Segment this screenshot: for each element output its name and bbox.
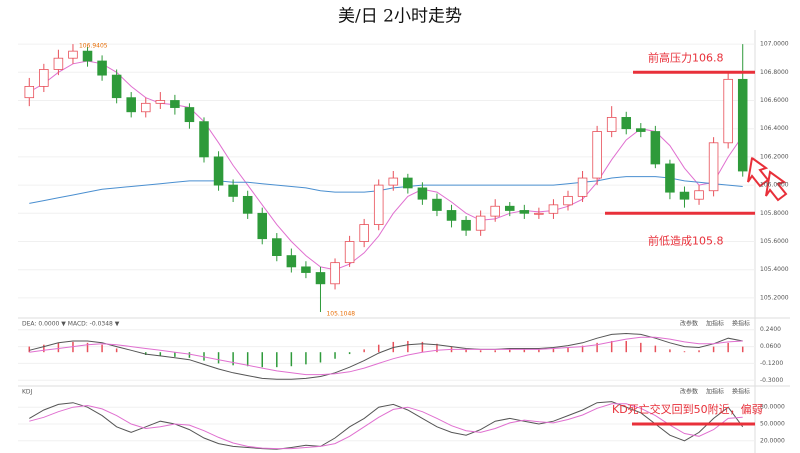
candle-body (272, 238, 282, 256)
candle-body (403, 177, 413, 189)
y-tick-label: 105.4000 (760, 266, 789, 273)
candle-body (301, 266, 311, 273)
candle-body (39, 69, 49, 87)
candle-body (432, 198, 442, 211)
y-tick-label: 105.8000 (760, 210, 789, 217)
k-line (29, 401, 744, 450)
candle-body (621, 117, 632, 130)
candle-body (563, 195, 573, 206)
candle-body (359, 224, 369, 242)
y-tick-label: 20.0000 (760, 437, 785, 444)
candle-body (708, 142, 719, 192)
dea-line (29, 336, 743, 376)
candle-body (126, 97, 136, 113)
candle-body (315, 272, 326, 285)
panel-header: DEA: 0.0000 ▼ MACD: -0.0348 ▼ (22, 321, 120, 328)
candle-body (199, 121, 209, 158)
candle-body (446, 210, 457, 221)
arrow (765, 170, 788, 202)
panel-button[interactable]: 换指标 (732, 320, 750, 328)
candle-body (417, 187, 428, 200)
arrow (747, 156, 770, 188)
level-label: 前高压力106.8 (648, 50, 724, 64)
d-line (29, 403, 743, 450)
y-tick-label: 80.0000 (760, 404, 785, 411)
y-tick-label: 105.2000 (760, 294, 789, 301)
panel-button[interactable]: 改参数 (680, 388, 698, 396)
candle-body (475, 215, 486, 231)
candle-body (490, 205, 500, 217)
candle-body (82, 50, 93, 62)
candle-body (592, 131, 602, 179)
candle-body (665, 163, 675, 193)
candle-body (519, 210, 530, 214)
panel-button[interactable]: 改参数 (680, 320, 698, 328)
panel-header: KDJ (22, 389, 33, 396)
candle-body (388, 177, 399, 186)
y-tick-label: 106.2000 (760, 153, 789, 160)
y-tick-label: 0.0600 (760, 343, 781, 350)
high-label: 106.9405 (79, 43, 108, 50)
level-label: 前低造成105.8 (648, 233, 724, 247)
candle-body (140, 102, 151, 113)
moving-average (29, 60, 744, 271)
candle-body (694, 190, 704, 200)
candle-body (534, 212, 544, 215)
panel-button[interactable]: 加指标 (706, 320, 724, 328)
candle-body (650, 131, 661, 165)
y-tick-label: -0.1200 (760, 360, 783, 367)
candle-body (184, 107, 195, 123)
y-tick-label: 106.0000 (760, 182, 789, 189)
candle-body (97, 60, 107, 76)
candle-body (577, 177, 588, 197)
panel-button[interactable]: 加指标 (706, 388, 724, 396)
candle-body (679, 191, 690, 200)
candle-body (257, 212, 268, 240)
chart-title: 美/日 2小时走势 (338, 7, 462, 27)
y-tick-label: 50.0000 (760, 421, 785, 428)
candle-body (155, 100, 166, 104)
candle-body (548, 204, 559, 214)
y-tick-label: 0.2400 (760, 326, 781, 333)
candle-body (504, 205, 515, 211)
candle-body (242, 195, 253, 214)
candle-body (461, 219, 471, 231)
candle-body (286, 255, 297, 268)
y-tick-label: -0.3000 (760, 377, 783, 384)
kd-annotation: KD死亡交叉回到50附近，偏弱 (612, 402, 763, 416)
candle-body (68, 50, 78, 59)
candle-body (213, 156, 224, 186)
candle-body (24, 86, 35, 99)
y-tick-label: 105.6000 (760, 238, 789, 245)
candle-body (373, 184, 384, 225)
candle-body (170, 100, 180, 108)
y-tick-label: 106.6000 (760, 97, 789, 104)
y-tick-label: 106.4000 (760, 125, 789, 132)
moving-average (29, 176, 743, 204)
candle-body (111, 74, 122, 99)
candle-body (737, 78, 748, 172)
candle-body (723, 78, 733, 144)
candle-body (330, 262, 340, 285)
candle-body (606, 117, 617, 132)
dif-line (29, 332, 743, 380)
low-label: 105.1048 (326, 311, 355, 318)
candle-body (344, 241, 355, 264)
candle-body (636, 128, 646, 132)
panel-button[interactable]: 换指标 (732, 388, 750, 396)
y-tick-label: 107.0000 (760, 41, 789, 48)
candle-body (53, 57, 64, 70)
candle-body (228, 184, 238, 197)
y-tick-label: 106.8000 (760, 69, 789, 76)
